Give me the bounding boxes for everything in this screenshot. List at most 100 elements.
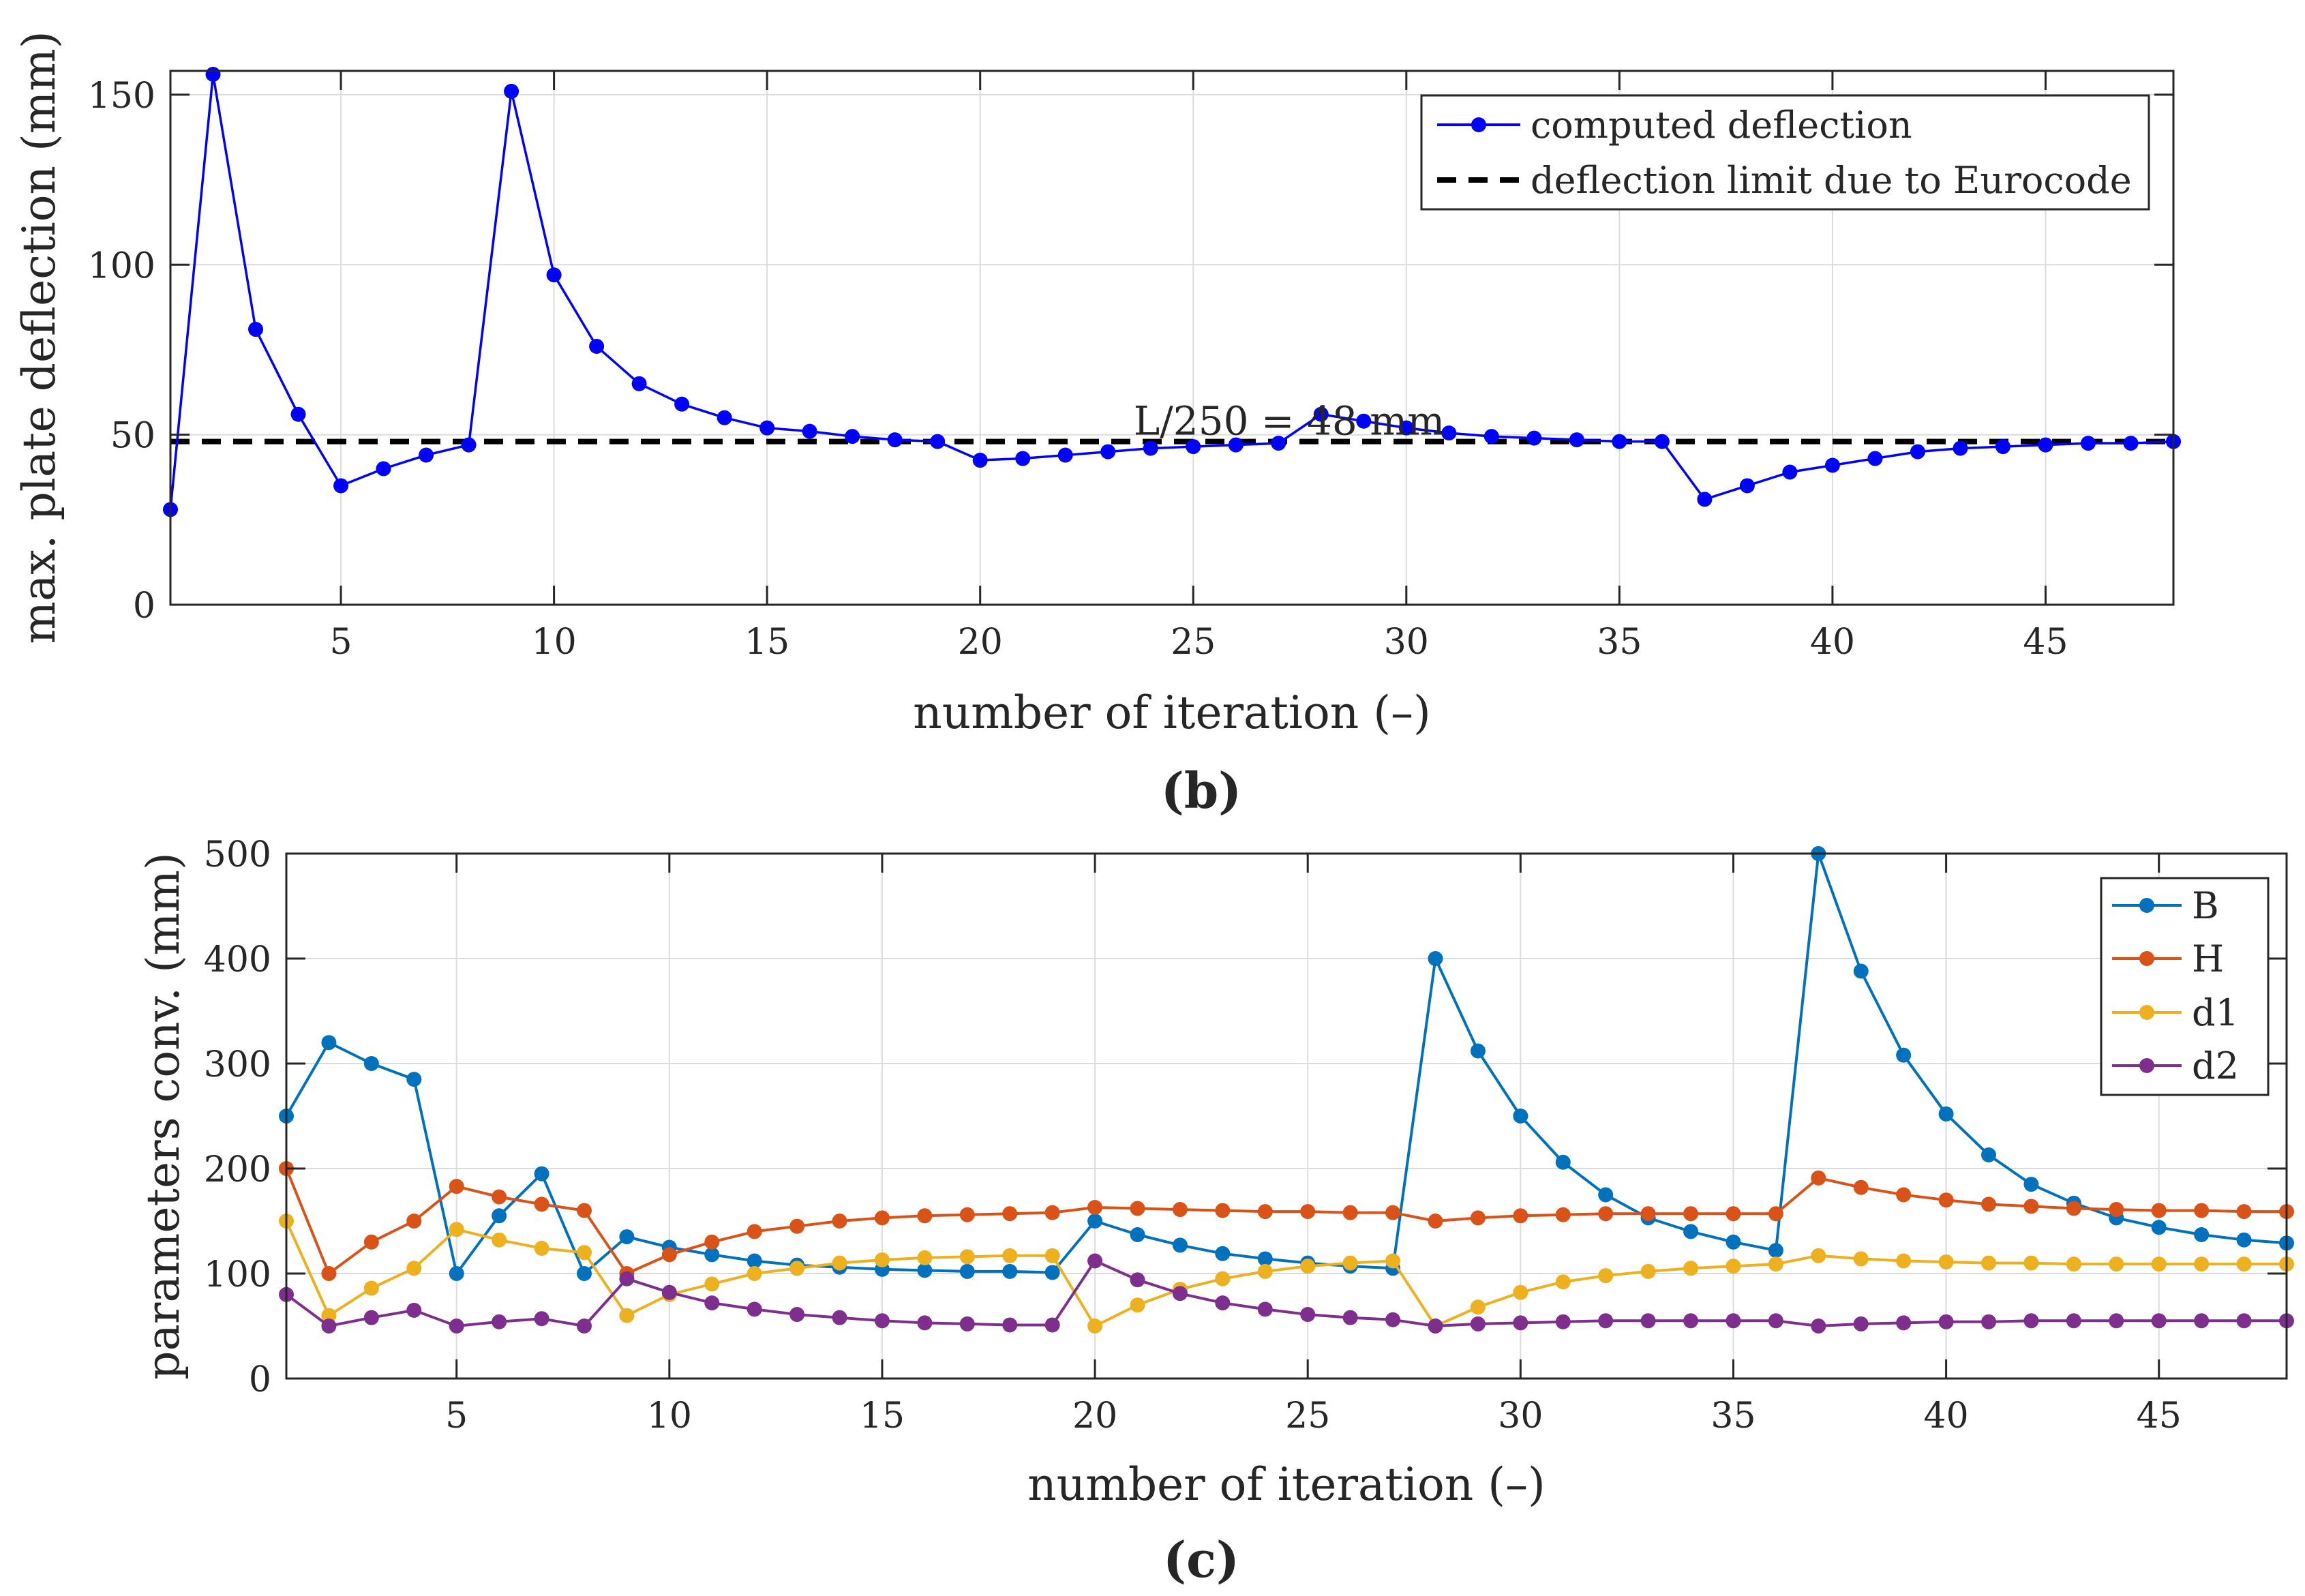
- data-point-d1: [917, 1250, 933, 1265]
- data-point-d1: [874, 1252, 890, 1267]
- data-point-d2: [449, 1319, 464, 1334]
- data-point-b: [1130, 1227, 1145, 1243]
- legend-item-deflection-limit: deflection limit due to Eurocode: [1437, 159, 2132, 202]
- data-point-computed-deflection: [1100, 444, 1116, 460]
- data-point-d2: [661, 1284, 677, 1300]
- data-point-d1: [959, 1249, 975, 1265]
- data-point-d1: [1640, 1263, 1656, 1279]
- data-point-h: [2151, 1203, 2167, 1218]
- data-point-b: [363, 1056, 379, 1071]
- data-point-d1: [1002, 1248, 1018, 1263]
- data-point-d1: [704, 1276, 720, 1292]
- data-point-b: [1896, 1047, 1912, 1063]
- data-point-computed-deflection: [1015, 451, 1031, 466]
- data-point-d2: [1598, 1313, 1614, 1329]
- data-point-computed-deflection: [1867, 451, 1883, 466]
- data-point-h: [1215, 1203, 1231, 1218]
- data-point-h: [1768, 1206, 1783, 1222]
- y-tick-label: 200: [204, 1149, 271, 1190]
- data-point-b: [619, 1229, 635, 1245]
- data-point-b: [1598, 1187, 1614, 1203]
- data-point-h: [1087, 1199, 1103, 1215]
- y-axis-label: parameters conv. (mm): [137, 852, 190, 1379]
- data-point-b: [321, 1035, 337, 1051]
- data-point-d2: [534, 1311, 549, 1327]
- x-tick-label: 35: [1597, 622, 1642, 663]
- data-point-d2: [874, 1313, 890, 1329]
- ticks: 5 10 15 20 25 30 35 40 45 0 100 200 300 400 500: [204, 834, 2287, 1436]
- x-tick-label: 30: [1384, 622, 1429, 663]
- data-point-d1: [1130, 1297, 1145, 1313]
- data-point-computed-deflection: [2123, 436, 2139, 451]
- data-point-computed-deflection: [546, 267, 562, 283]
- data-point-d2: [1470, 1316, 1486, 1331]
- data-point-computed-deflection: [1782, 464, 1798, 480]
- x-tick-label: 40: [1924, 1396, 1969, 1436]
- data-point-h: [2109, 1202, 2124, 1218]
- data-point-d1: [1300, 1259, 1316, 1274]
- data-point-b: [1172, 1237, 1188, 1253]
- data-point-d1: [1981, 1255, 1997, 1271]
- data-point-computed-deflection: [1313, 406, 1329, 422]
- data-point-d2: [1044, 1317, 1060, 1333]
- data-point-computed-deflection: [461, 437, 477, 453]
- series: [163, 66, 2181, 517]
- data-point-d1: [406, 1261, 422, 1276]
- legend-label-deflection-limit: deflection limit due to Eurocode: [1531, 159, 2132, 202]
- data-point-d2: [406, 1302, 422, 1318]
- data-point-computed-deflection: [972, 453, 988, 468]
- legend-label-d1: d1: [2192, 991, 2239, 1034]
- data-point-h: [1640, 1206, 1656, 1222]
- data-point-h: [1002, 1206, 1018, 1222]
- data-point-b: [959, 1263, 975, 1279]
- data-point-h: [1683, 1206, 1699, 1222]
- data-point-d1: [1044, 1248, 1060, 1263]
- data-point-d2: [321, 1319, 337, 1334]
- data-point-b: [1513, 1109, 1528, 1124]
- data-point-h: [1726, 1206, 1741, 1222]
- legend-item-computed-deflection: computed deflection: [1437, 104, 1912, 147]
- data-point-b: [576, 1266, 592, 1281]
- data-point-h: [1811, 1170, 1826, 1186]
- data-point-computed-deflection: [589, 338, 605, 354]
- data-point-d1: [1342, 1255, 1358, 1271]
- data-point-d1: [1683, 1261, 1699, 1276]
- legend-marker-H: [2139, 951, 2154, 966]
- x-axis-label: number of iteration (–): [1027, 1458, 1546, 1511]
- x-axis-label: number of iteration (–): [913, 687, 1431, 739]
- x-tick-label: 25: [1285, 1396, 1330, 1436]
- data-point-d1: [2236, 1256, 2252, 1272]
- data-point-computed-deflection: [674, 396, 690, 412]
- data-point-d1: [2194, 1256, 2210, 1272]
- data-point-h: [576, 1203, 592, 1218]
- x-tick-label: 35: [1711, 1396, 1756, 1436]
- x-tick-label: 45: [2137, 1396, 2182, 1436]
- data-point-d1: [534, 1241, 549, 1256]
- data-point-d2: [1002, 1317, 1018, 1333]
- data-point-d1: [1385, 1253, 1401, 1269]
- data-point-h: [1896, 1187, 1912, 1203]
- legend-marker-computed-deflection: [1471, 117, 1486, 132]
- data-point-computed-deflection: [248, 322, 264, 337]
- data-point-computed-deflection: [1228, 437, 1244, 453]
- legend-box: [1420, 94, 2150, 211]
- data-point-d1: [321, 1308, 337, 1323]
- x-tick-label: 15: [744, 622, 789, 663]
- data-point-d2: [832, 1310, 847, 1325]
- data-point-computed-deflection: [1356, 413, 1372, 429]
- data-point-b: [1683, 1224, 1699, 1239]
- data-point-d2: [2023, 1313, 2039, 1329]
- data-point-d1: [1726, 1259, 1741, 1274]
- data-point-computed-deflection: [1995, 439, 2010, 455]
- y-tick-label: 500: [204, 834, 271, 875]
- data-point-computed-deflection: [1739, 478, 1755, 494]
- data-point-d2: [1172, 1286, 1188, 1301]
- data-point-computed-deflection: [2080, 436, 2096, 451]
- data-point-h: [789, 1218, 805, 1234]
- data-point-computed-deflection: [290, 406, 306, 422]
- data-point-d2: [1853, 1316, 1869, 1331]
- data-point-d2: [1257, 1301, 1273, 1317]
- data-point-d1: [1768, 1256, 1783, 1272]
- legend-label-d2: d2: [2192, 1044, 2239, 1087]
- legend: computed deflection deflection limit due…: [1420, 94, 2150, 211]
